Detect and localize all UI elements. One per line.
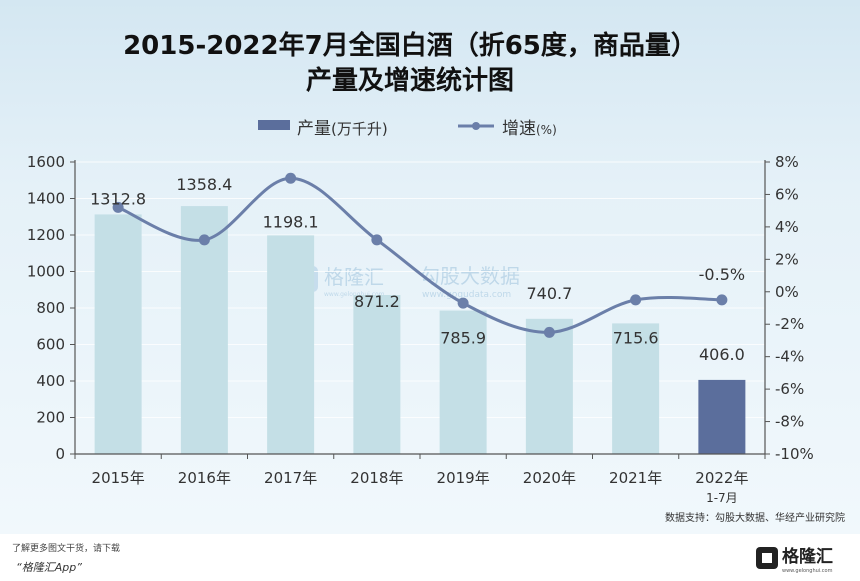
legend-line-label: 增速(%)	[502, 119, 557, 139]
bar-5	[439, 310, 487, 454]
footer-logo-sub: www.gelonghui.com	[782, 568, 833, 574]
x-axis-ticks: 2015年 2016年 2017年 2018年 2019年 2020年 2021年 2022年…	[92, 469, 749, 505]
growth-point-4	[371, 234, 383, 246]
growth-point-3	[285, 172, 297, 184]
watermark-brand-sub: www.gelonghui.com	[324, 291, 385, 298]
watermark-sub: www.gogudata.com	[422, 290, 511, 300]
x-tick-label: 2017年	[264, 469, 317, 487]
footer-logo-text: 格隆汇	[782, 546, 833, 567]
bar-1	[94, 214, 142, 454]
chart-title-line2: 产量及增速统计图	[306, 65, 514, 96]
legend-swatch-marker	[472, 122, 480, 130]
axes	[70, 160, 770, 459]
bar-8	[698, 379, 746, 454]
legend-swatch-bar	[258, 120, 290, 130]
legend: 产量(万千升) 增速(%)	[258, 119, 557, 139]
promo-app: “格隆汇App”	[16, 561, 82, 574]
growth-point-5	[457, 297, 469, 309]
bars	[94, 206, 746, 454]
x-tick-label: 2015年	[92, 469, 145, 487]
bar-4	[353, 295, 401, 454]
x-tick-label: 2021年	[609, 469, 662, 487]
chart-title-line1: 2015-2022年7月全国白酒（折65度，商品量）	[123, 30, 697, 61]
right-tick-label: -6%	[775, 380, 804, 398]
promo-text: 了解更多图文干货，请下载	[12, 542, 120, 554]
right-tick-label: 0%	[775, 283, 799, 301]
source-note: 数据支持：勾股大数据、华经产业研究院	[665, 511, 845, 524]
bar-label-4: 871.2	[354, 292, 400, 311]
footer-logo-mark-inner	[762, 553, 772, 563]
growth-point-1	[112, 201, 124, 213]
bar-6	[525, 318, 573, 454]
bar-label-5: 785.9	[440, 329, 486, 348]
x-tick-label: 2016年	[178, 469, 231, 487]
growth-point-2	[198, 234, 210, 246]
right-tick-label: 4%	[775, 218, 799, 236]
left-tick-label: 800	[36, 299, 65, 317]
right-tick-label: 2%	[775, 250, 799, 268]
left-tick-label: 400	[36, 372, 65, 390]
right-tick-label: -4%	[775, 348, 804, 366]
left-axis-ticks: 0 200 400 600 800 1000 1200 1400 1600	[27, 153, 65, 463]
x-tick-label: 2018年	[350, 469, 403, 487]
right-tick-label: 6%	[775, 185, 799, 203]
growth-point-7	[630, 294, 642, 306]
right-tick-label: 8%	[775, 153, 799, 171]
right-tick-label: -10%	[775, 445, 814, 463]
bar-labels: 1312.8 1358.4 1198.1 871.2 785.9 740.7 715.6 40…	[90, 175, 745, 364]
bar-label-3: 1198.1	[263, 212, 319, 231]
bar-2	[180, 206, 228, 454]
growth-point-6	[543, 326, 555, 338]
right-tick-label: -2%	[775, 315, 804, 333]
left-tick-label: 1000	[27, 263, 65, 281]
watermark: 格隆汇 www.gelonghui.com 勾股大数据 www.gogudata…	[292, 264, 520, 300]
x-tick-sublabel: 1-7月	[706, 491, 738, 505]
bar-label-6: 740.7	[526, 284, 572, 303]
x-tick-label: 2020年	[523, 469, 576, 487]
bar-label-8: 406.0	[699, 345, 745, 364]
left-tick-label: 1200	[27, 226, 65, 244]
bar-label-2: 1358.4	[176, 175, 232, 194]
legend-bar-label: 产量(万千升)	[297, 119, 388, 139]
left-tick-label: 200	[36, 409, 65, 427]
gridlines	[75, 161, 765, 418]
left-tick-label: 1600	[27, 153, 65, 171]
growth-line	[117, 176, 722, 334]
x-tick-label: 2019年	[437, 469, 490, 487]
watermark-brand: 格隆汇	[324, 265, 384, 289]
right-axis-ticks: -10% -8% -6% -4% -2% 0% 2% 4% 6% 8%	[775, 153, 814, 463]
left-tick-label: 1400	[27, 190, 65, 208]
watermark-text: 勾股大数据	[420, 264, 520, 288]
bar-3	[267, 235, 315, 454]
bar-7	[612, 323, 660, 454]
x-tick-label: 2022年	[695, 469, 748, 487]
footer-logo: 格隆汇 www.gelonghui.com	[756, 546, 833, 574]
left-tick-label: 0	[55, 445, 65, 463]
bar-label-1: 1312.8	[90, 189, 146, 208]
growth-label-8: -0.5%	[699, 265, 745, 284]
right-tick-label: -8%	[775, 413, 804, 431]
bar-label-7: 715.6	[613, 328, 659, 347]
left-tick-label: 600	[36, 336, 65, 354]
footer	[0, 534, 860, 581]
growth-point-8	[716, 294, 728, 306]
line-series: -0.5%	[112, 172, 745, 338]
